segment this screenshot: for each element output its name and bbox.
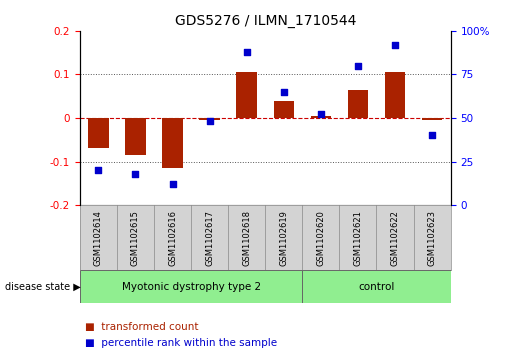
Point: [280, 89, 288, 95]
Point: [354, 63, 362, 69]
Bar: [199, 118, 220, 120]
Text: ■  percentile rank within the sample: ■ percentile rank within the sample: [85, 338, 277, 348]
Text: GSM1102614: GSM1102614: [94, 210, 103, 266]
Text: GSM1102616: GSM1102616: [168, 210, 177, 266]
Point: [428, 132, 436, 138]
Bar: [422, 118, 442, 120]
Bar: [125, 118, 146, 155]
Text: disease state ▶: disease state ▶: [5, 282, 81, 292]
Bar: [302, 270, 451, 303]
Bar: [88, 118, 109, 148]
Text: GSM1102620: GSM1102620: [316, 210, 325, 266]
Bar: [162, 118, 183, 168]
Bar: [348, 90, 368, 118]
Text: control: control: [358, 282, 394, 292]
Text: GSM1102615: GSM1102615: [131, 210, 140, 266]
Text: ■  transformed count: ■ transformed count: [85, 322, 198, 332]
Point: [205, 119, 214, 125]
Bar: [311, 116, 331, 118]
Text: Myotonic dystrophy type 2: Myotonic dystrophy type 2: [122, 282, 261, 292]
Text: GSM1102622: GSM1102622: [390, 210, 400, 266]
Text: GSM1102619: GSM1102619: [279, 210, 288, 266]
Title: GDS5276 / ILMN_1710544: GDS5276 / ILMN_1710544: [175, 15, 356, 28]
Point: [94, 167, 102, 173]
Bar: [385, 72, 405, 118]
Bar: [236, 72, 257, 118]
Point: [131, 171, 140, 177]
Text: GSM1102618: GSM1102618: [242, 210, 251, 266]
Bar: [80, 270, 302, 303]
Text: GSM1102621: GSM1102621: [353, 210, 363, 266]
Text: GSM1102617: GSM1102617: [205, 210, 214, 266]
Text: GSM1102623: GSM1102623: [427, 210, 437, 266]
Point: [168, 181, 177, 187]
Point: [243, 49, 251, 55]
Point: [317, 111, 325, 117]
Point: [391, 42, 399, 48]
Bar: [273, 101, 294, 118]
